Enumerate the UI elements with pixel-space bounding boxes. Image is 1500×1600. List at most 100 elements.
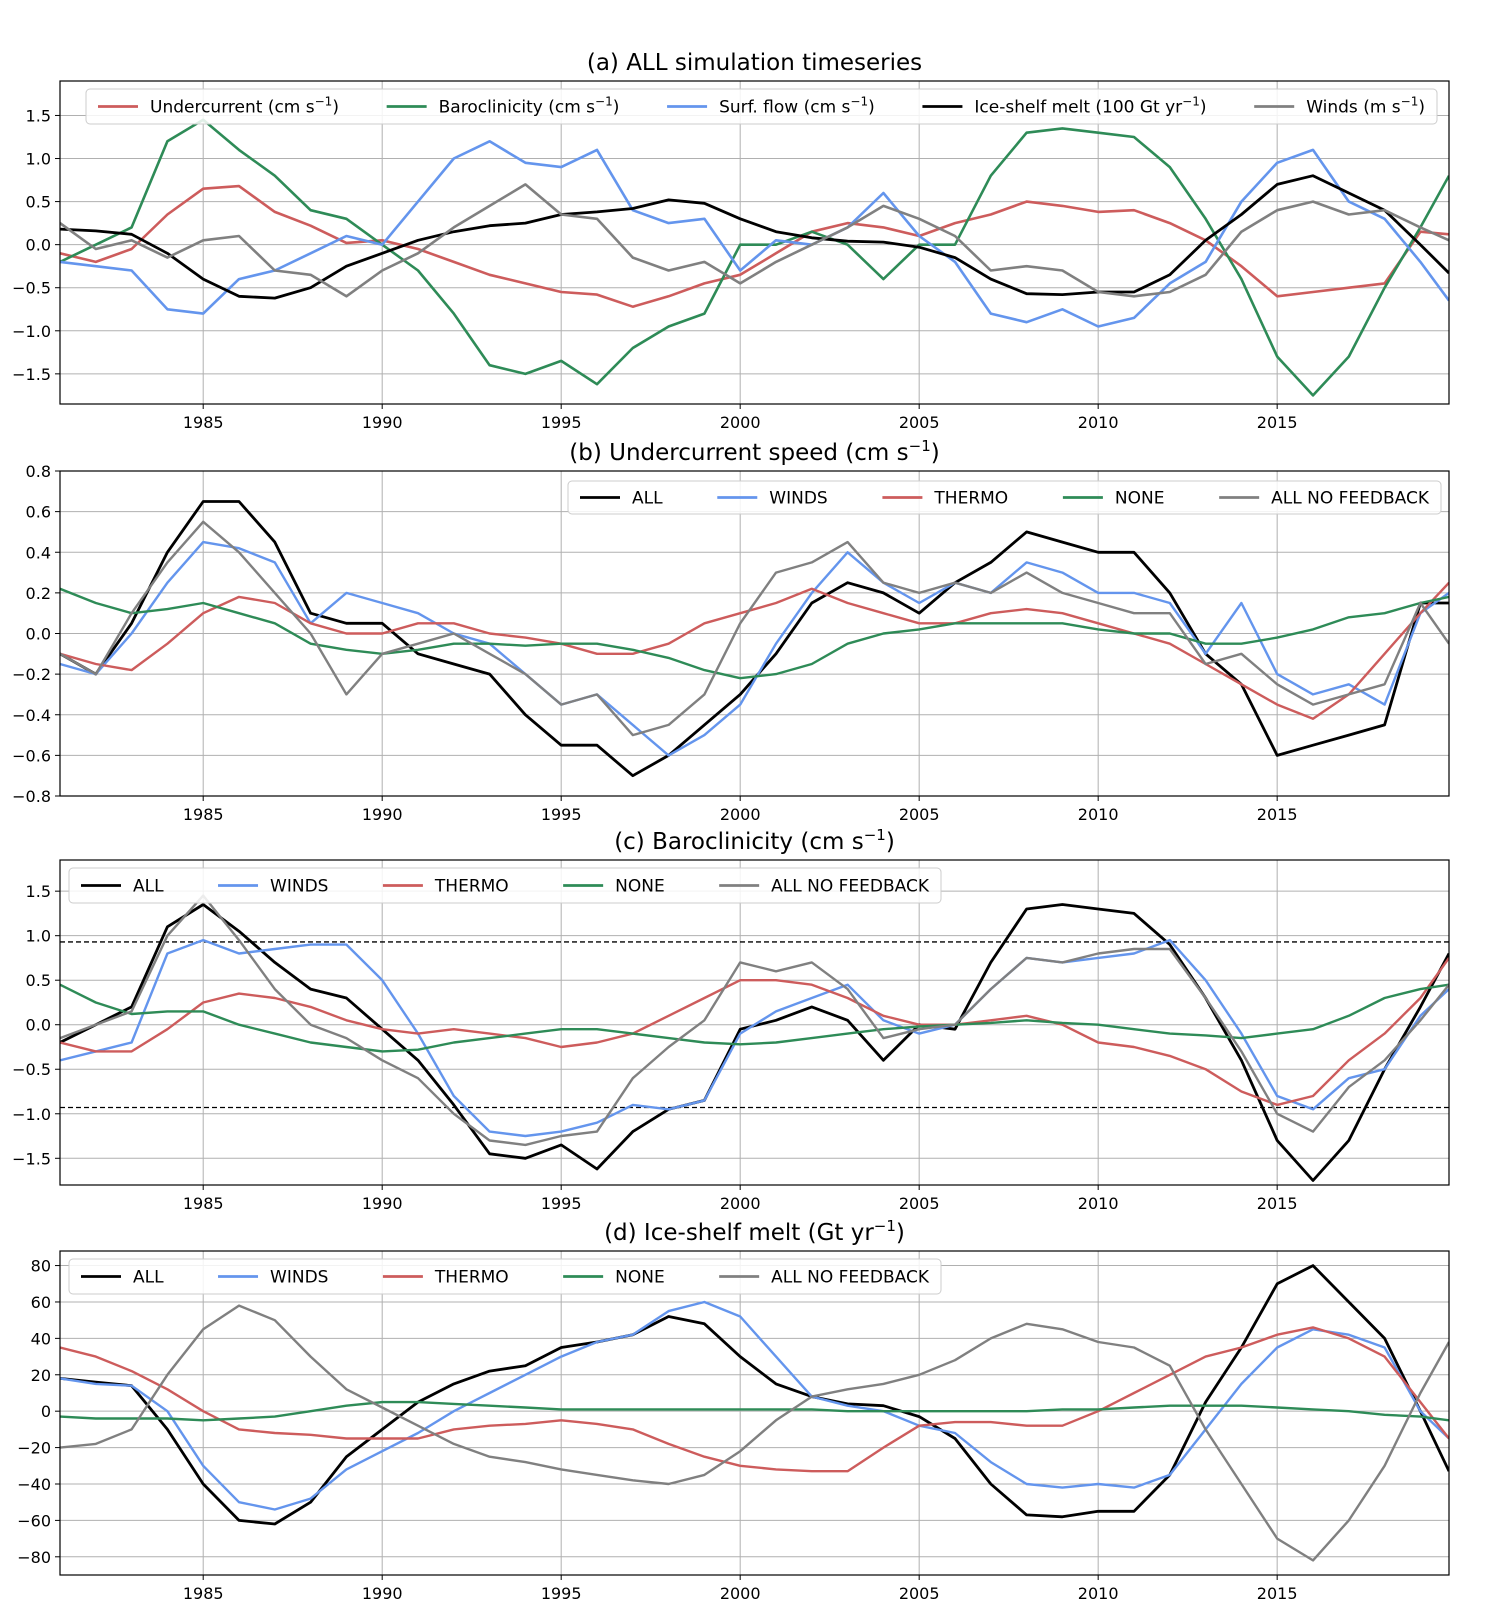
panel-c-xtick-label: 1995 (541, 1194, 582, 1213)
panel-b-ytick-label: 0.0 (26, 625, 51, 644)
panel-d-series-all (60, 1264, 1449, 1526)
panel-b-series-winds (60, 540, 1449, 757)
panel-d-xtick-label: 2015 (1257, 1584, 1298, 1600)
panel-c-legend-label: NONE (615, 877, 665, 897)
panel-d-legend-label: NONE (615, 1268, 665, 1288)
panel-a-legend-label: Baroclinicity (cm s−1) (439, 95, 620, 118)
panel-b-xtick-label: 1990 (362, 805, 403, 824)
panel-a: (a) ALL simulation timeseries 1985 1990 199… (12, 50, 1450, 432)
panel-d-series-thermo (60, 1326, 1449, 1473)
panel-d-legend-item: WINDS (218, 1268, 328, 1288)
panel-c-xtick-label: 2000 (720, 1194, 761, 1213)
panel-a-title: (a) ALL simulation timeseries (587, 50, 922, 76)
panel-d-xtick-label: 1990 (362, 1584, 403, 1600)
panel-a-ytick-label: −1.0 (12, 322, 51, 341)
panel-d: (d) Ice-shelf melt (Gt yr−1) 1985 1990 1995… (17, 1217, 1450, 1600)
panel-b-xtick-label: 1995 (541, 805, 582, 824)
panel-a-ytick-label: 0.0 (26, 236, 51, 255)
panel-a-ytick-label: −1.5 (12, 365, 51, 384)
panel-a-xtick-label: 2010 (1078, 413, 1119, 432)
panel-b-xtick-label: 1985 (183, 805, 224, 824)
panel-a-ytick-label: 1.5 (26, 106, 51, 125)
panel-b-ytick-label: −0.2 (12, 665, 51, 684)
panel-a-axes-frame (59, 80, 1450, 405)
panel-d-xtick-label: 2000 (720, 1584, 761, 1600)
panel-c-xtick-label: 1990 (362, 1194, 403, 1213)
panel-c-xtick-label: 2010 (1078, 1194, 1119, 1213)
panel-c-legend-item: NONE (563, 877, 665, 897)
panel-d-series-none (60, 1400, 1449, 1422)
panel-d-xtick-label: 2005 (899, 1584, 940, 1600)
panel-b-xtick-label: 2015 (1257, 805, 1298, 824)
panel-c-series-winds (60, 938, 1449, 1138)
panel-b: (b) Undercurrent speed (cm s−1) 1985 1990 1… (12, 437, 1450, 824)
panel-b-legend-label: THERMO (933, 489, 1008, 509)
panel-b-legend-item: ALL NO FEEDBACK (1219, 489, 1430, 509)
panel-c-legend-item: ALL (81, 877, 164, 897)
panel-b-legend-item: NONE (1062, 489, 1165, 509)
panel-c-xtick-label: 2005 (899, 1194, 940, 1213)
panel-d-ytick-label: 20 (31, 1366, 51, 1385)
panel-b-legend-item: ALL (580, 489, 663, 509)
panel-d-series-all-no-feedback (60, 1304, 1449, 1562)
panel-a-legend-item: Surf. flow (cm s−1) (667, 95, 875, 118)
panel-d-xtick-label: 1995 (541, 1584, 582, 1600)
panel-d-ytick-label: −80 (17, 1548, 51, 1567)
panel-c-series-thermo (60, 957, 1449, 1107)
panel-d-xtick-label: 2010 (1078, 1584, 1119, 1600)
panel-b-xtick-label: 2010 (1078, 805, 1119, 824)
panel-d-title: (d) Ice-shelf melt (Gt yr−1) (604, 1217, 905, 1246)
panel-a-legend-label: Surf. flow (cm s−1) (719, 95, 875, 118)
panel-b-legend-box (567, 480, 1442, 515)
panel-b-ytick-label: 0.2 (26, 584, 51, 603)
panel-a-legend-label: Winds (m s−1) (1306, 95, 1425, 118)
panel-d-legend-label: THERMO (434, 1268, 509, 1288)
panel-d-legend-item: THERMO (382, 1268, 509, 1288)
panel-b-ytick-label: −0.4 (12, 706, 51, 725)
panel-b-legend-label: ALL NO FEEDBACK (1271, 489, 1430, 509)
panel-c-legend-item: THERMO (382, 877, 509, 897)
panel-c-ytick-label: −1.0 (12, 1105, 51, 1124)
panel-b-ytick-label: 0.8 (26, 462, 51, 481)
panel-a-legend-box (85, 88, 1438, 125)
panel-a-legend-label: Undercurrent (cm s−1) (150, 95, 339, 118)
panel-c-legend-item: ALL NO FEEDBACK (719, 877, 930, 897)
panel-a-ytick-label: 1.0 (26, 150, 51, 169)
panel-d-legend-item: ALL NO FEEDBACK (719, 1268, 930, 1288)
panel-a-legend-item: Undercurrent (cm s−1) (98, 95, 339, 118)
panel-d-axes-frame (59, 1250, 1450, 1576)
panel-a-xtick-label: 2000 (720, 413, 761, 432)
panel-d-legend-label: ALL NO FEEDBACK (771, 1268, 930, 1288)
panel-b-xtick-label: 2005 (899, 805, 940, 824)
panel-c-xtick-label: 1985 (183, 1194, 224, 1213)
panel-c-legend-label: ALL NO FEEDBACK (771, 877, 930, 897)
panel-c-ytick-label: 1.5 (26, 882, 51, 901)
panel-d-legend-label: ALL (133, 1268, 164, 1288)
panel-a-series-surf-flow-cm-s (60, 140, 1449, 328)
panel-a-series-ice-shelf-melt-100-gt-yr (60, 174, 1449, 300)
panel-c-legend-box (68, 867, 942, 904)
panel-d-legend-item: ALL (81, 1268, 164, 1288)
panel-b-legend-label: WINDS (769, 489, 827, 509)
panel-c-ytick-label: 0.0 (26, 1016, 51, 1035)
panel-b-ytick-label: −0.8 (12, 787, 51, 806)
panel-b-series-all-no-feedback (60, 520, 1449, 737)
panel-b-legend: ALL WINDS THERMO NONE ALL NO FEEDBACK (567, 480, 1442, 515)
panel-a-series-winds-m-s (60, 183, 1449, 298)
panel-b-legend-label: NONE (1115, 489, 1165, 509)
panel-c-legend-item: WINDS (218, 877, 328, 897)
panel-a-legend-item: Ice-shelf melt (100 Gt yr−1) (922, 95, 1207, 118)
panel-d-ytick-label: 60 (31, 1293, 51, 1312)
panel-d-legend-box (68, 1258, 942, 1295)
panel-c-ytick-label: 1.0 (26, 927, 51, 946)
panel-c-ytick-label: −0.5 (12, 1060, 51, 1079)
panel-b-ytick-label: 0.6 (26, 503, 51, 522)
panel-c-xtick-label: 2015 (1257, 1194, 1298, 1213)
panel-b-legend-item: THERMO (882, 489, 1008, 509)
panel-a-legend-label: Ice-shelf melt (100 Gt yr−1) (974, 95, 1206, 118)
panel-a-xtick-label: 1990 (362, 413, 403, 432)
panel-b-xtick-label: 2000 (720, 805, 761, 824)
panel-c-legend: ALL WINDS THERMO NONE ALL NO FEEDBACK (68, 867, 942, 904)
panel-a-xtick-label: 1995 (541, 413, 582, 432)
